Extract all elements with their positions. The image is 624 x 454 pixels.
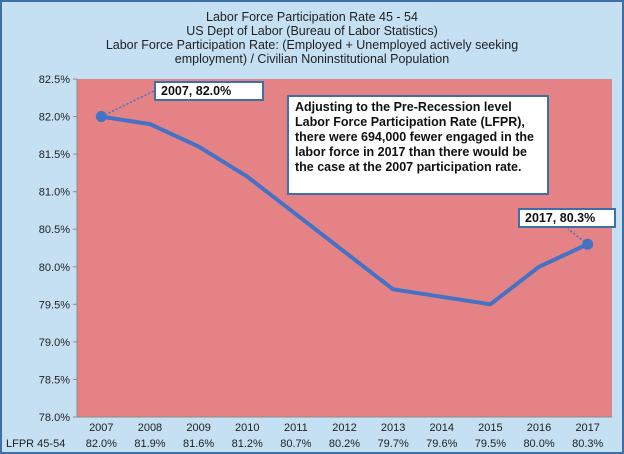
y-tick-label: 81.5% <box>39 149 70 161</box>
data-table-value: 82.0% <box>86 438 117 450</box>
data-table-value: 79.5% <box>475 438 506 450</box>
x-tick-label: 2016 <box>527 422 551 434</box>
y-tick-label: 79.0% <box>39 337 70 349</box>
data-point-2007 <box>95 111 107 123</box>
callout-2007: 2007, 82.0% <box>154 81 264 101</box>
data-table-value: 81.6% <box>183 438 214 450</box>
x-tick-label: 2010 <box>235 422 259 434</box>
y-tick-label: 78.5% <box>39 374 70 386</box>
chart-subtitle-source: US Dept of Labor (Bureau of Labor Statis… <box>186 24 438 38</box>
y-tick-label: 80.5% <box>39 224 70 236</box>
x-tick-label: 2007 <box>89 422 113 434</box>
y-tick-label: 80.0% <box>39 262 70 274</box>
data-table-value: 79.6% <box>426 438 457 450</box>
data-table-value: 79.7% <box>378 438 409 450</box>
x-tick-label: 2014 <box>430 422 454 434</box>
data-table-value: 80.0% <box>523 438 554 450</box>
x-tick-label: 2011 <box>284 422 308 434</box>
y-tick-label: 78.0% <box>39 412 70 424</box>
data-table-value: 80.7% <box>280 438 311 450</box>
chart-subtitle-definition-1: Labor Force Participation Rate: (Employe… <box>105 38 519 52</box>
data-table-series-label: LFPR 45-54 <box>6 438 65 450</box>
y-tick-label: 79.5% <box>39 299 70 311</box>
x-tick-label: 2009 <box>186 422 210 434</box>
x-tick-label: 2017 <box>575 422 599 434</box>
data-table-value: 81.9% <box>134 438 165 450</box>
callout-2017: 2017, 80.3% <box>518 208 616 228</box>
x-tick-label: 2012 <box>332 422 356 434</box>
y-tick-label: 82.0% <box>39 112 70 124</box>
leader-line-2007 <box>100 90 155 118</box>
data-table-value: 81.2% <box>232 438 263 450</box>
series-line <box>100 114 589 307</box>
x-tick-label: 2015 <box>478 422 502 434</box>
chart-title: Labor Force Participation Rate 45 - 54 <box>206 10 418 24</box>
y-tick-label: 81.0% <box>39 187 70 199</box>
data-table-value: 80.2% <box>329 438 360 450</box>
annotation-box: Adjusting to the Pre-Recession level Lab… <box>287 95 549 195</box>
data-point-2017 <box>582 238 594 250</box>
y-tick-label: 82.5% <box>39 74 70 86</box>
x-tick-label: 2013 <box>381 422 405 434</box>
chart-subtitle-definition-2: employment) / Civilian Noninstitutional … <box>174 52 450 66</box>
data-table-value: 80.3% <box>572 438 603 450</box>
x-tick-label: 2008 <box>138 422 162 434</box>
